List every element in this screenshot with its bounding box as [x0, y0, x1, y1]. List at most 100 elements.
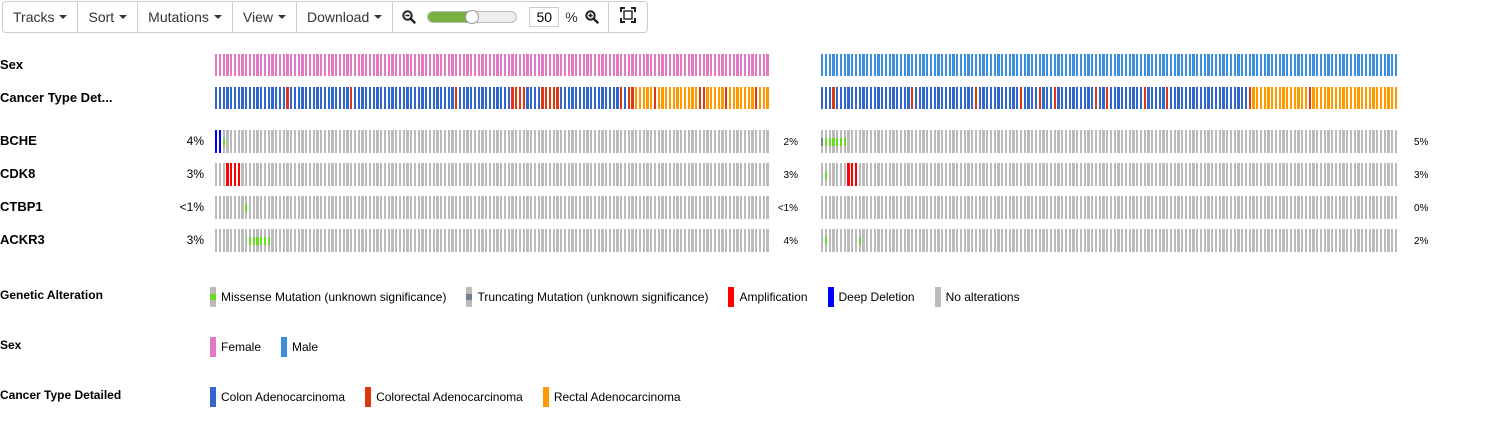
- gene-cell[interactable]: [507, 196, 510, 219]
- sample-cell-sex[interactable]: [1364, 54, 1368, 76]
- gene-cell[interactable]: [312, 163, 315, 186]
- sample-cell-cancer-type[interactable]: [1312, 87, 1315, 109]
- gene-cell-missense[interactable]: [828, 138, 831, 146]
- sample-cell-sex[interactable]: [376, 54, 379, 76]
- gene-cell[interactable]: [1192, 229, 1195, 252]
- sample-cell-sex[interactable]: [717, 54, 720, 76]
- gene-cell[interactable]: [918, 130, 921, 153]
- gene-cell[interactable]: [365, 163, 368, 186]
- sample-cell-cancer-type[interactable]: [575, 87, 578, 109]
- gene-cell[interactable]: [230, 229, 233, 252]
- sample-cell-cancer-type[interactable]: [843, 87, 846, 109]
- gene-cell[interactable]: [635, 163, 638, 186]
- sample-cell-sex[interactable]: [1229, 54, 1233, 76]
- gene-cell[interactable]: [1304, 196, 1308, 219]
- gene-cell[interactable]: [462, 163, 465, 186]
- sample-cell-cancer-type[interactable]: [1323, 87, 1326, 109]
- gene-cell[interactable]: [1263, 163, 1266, 186]
- sample-cell-cancer-type[interactable]: [601, 87, 604, 109]
- gene-cell[interactable]: [260, 130, 263, 153]
- sample-cell-cancer-type[interactable]: [1368, 87, 1371, 109]
- gene-cell[interactable]: [260, 196, 263, 219]
- gene-cell[interactable]: [1124, 130, 1128, 153]
- gene-cell[interactable]: [481, 130, 484, 153]
- gene-cell[interactable]: [1376, 196, 1379, 219]
- gene-cell[interactable]: [687, 229, 690, 252]
- gene-cell[interactable]: [691, 196, 694, 219]
- gene-cell[interactable]: [736, 196, 739, 219]
- gene-cell[interactable]: [1121, 130, 1124, 153]
- gene-cell[interactable]: [1222, 196, 1225, 219]
- sample-cell-cancer-type[interactable]: [1218, 87, 1221, 109]
- gene-cell[interactable]: [646, 163, 649, 186]
- gene-cell[interactable]: [963, 229, 966, 252]
- gene-cell-missense[interactable]: [824, 138, 828, 146]
- gene-cell[interactable]: [1267, 163, 1270, 186]
- sample-cell-cancer-type[interactable]: [911, 87, 914, 109]
- gene-cell[interactable]: [1207, 196, 1210, 219]
- gene-cell[interactable]: [956, 196, 959, 219]
- gene-cell[interactable]: [1229, 163, 1233, 186]
- sample-cell-sex[interactable]: [241, 54, 244, 76]
- gene-cell[interactable]: [933, 196, 936, 219]
- sample-cell-sex[interactable]: [556, 54, 559, 76]
- sample-cell-cancer-type[interactable]: [1008, 87, 1011, 109]
- gene-cell[interactable]: [1379, 229, 1383, 252]
- gene-cell[interactable]: [218, 229, 222, 252]
- gene-cell[interactable]: [676, 163, 679, 186]
- gene-cell[interactable]: [252, 196, 255, 219]
- sample-cell-sex[interactable]: [683, 54, 687, 76]
- gene-cell[interactable]: [877, 229, 880, 252]
- gene-cell[interactable]: [470, 130, 473, 153]
- sample-cell-cancer-type[interactable]: [937, 87, 940, 109]
- gene-cell[interactable]: [1098, 229, 1101, 252]
- sample-cell-cancer-type[interactable]: [1346, 87, 1349, 109]
- gene-cell[interactable]: [1293, 229, 1296, 252]
- sample-cell-cancer-type[interactable]: [627, 87, 630, 109]
- gene-cell[interactable]: [725, 130, 728, 153]
- sample-cell-cancer-type[interactable]: [695, 87, 698, 109]
- gene-cell[interactable]: [1139, 130, 1143, 153]
- sample-cell-cancer-type[interactable]: [676, 87, 679, 109]
- sample-cell-sex[interactable]: [601, 54, 604, 76]
- gene-cell[interactable]: [646, 196, 649, 219]
- gene-cell[interactable]: [1289, 130, 1293, 153]
- sample-cell-cancer-type[interactable]: [1207, 87, 1210, 109]
- gene-cell[interactable]: [1136, 130, 1139, 153]
- gene-cell[interactable]: [500, 196, 503, 219]
- gene-label-ctbp1[interactable]: CTBP1: [0, 199, 43, 214]
- sample-cell-sex[interactable]: [858, 54, 861, 76]
- gene-cell[interactable]: [1263, 229, 1266, 252]
- sample-cell-sex[interactable]: [1091, 54, 1094, 76]
- gene-cell[interactable]: [755, 130, 758, 153]
- sample-cell-cancer-type[interactable]: [327, 87, 330, 109]
- gene-cell[interactable]: [1132, 130, 1135, 153]
- gene-cell[interactable]: [376, 229, 379, 252]
- gene-cell[interactable]: [470, 163, 473, 186]
- sample-cell-sex[interactable]: [952, 54, 955, 76]
- sample-cell-sex[interactable]: [836, 54, 839, 76]
- gene-cell[interactable]: [1241, 130, 1244, 153]
- gene-cell[interactable]: [267, 130, 270, 153]
- sample-cell-cancer-type[interactable]: [346, 87, 349, 109]
- gene-cell[interactable]: [1282, 130, 1285, 153]
- gene-cell[interactable]: [526, 163, 529, 186]
- gene-cell[interactable]: [926, 163, 929, 186]
- gene-cell[interactable]: [226, 229, 229, 252]
- gene-cell[interactable]: [1229, 229, 1233, 252]
- gene-cell[interactable]: [1019, 229, 1023, 252]
- gene-cell[interactable]: [687, 196, 690, 219]
- gene-cell[interactable]: [488, 130, 492, 153]
- gene-cell[interactable]: [533, 196, 537, 219]
- gene-cell[interactable]: [653, 130, 657, 153]
- sample-cell-sex[interactable]: [821, 54, 824, 76]
- gene-cell[interactable]: [447, 196, 450, 219]
- gene-cell[interactable]: [567, 229, 570, 252]
- gene-cell[interactable]: [896, 196, 899, 219]
- gene-cell[interactable]: [481, 196, 484, 219]
- sample-cell-cancer-type[interactable]: [230, 87, 233, 109]
- gene-cell[interactable]: [717, 196, 720, 219]
- sample-cell-sex[interactable]: [1323, 54, 1326, 76]
- gene-cell[interactable]: [447, 163, 450, 186]
- sample-cell-sex[interactable]: [1252, 54, 1255, 76]
